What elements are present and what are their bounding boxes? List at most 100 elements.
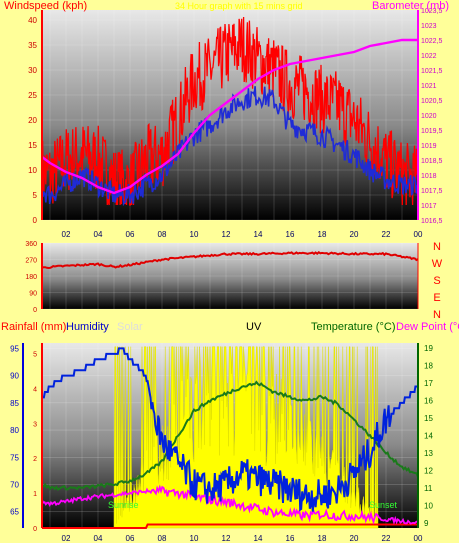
barometer-y-tick: 1019,5: [421, 128, 443, 135]
series-direction: [41, 251, 419, 270]
temp-y-tick: 12: [424, 466, 433, 475]
series-humidity: [42, 347, 418, 512]
wind-y-tick: 35: [28, 41, 37, 50]
wind-y-tick: 40: [28, 16, 37, 25]
dir-y-tick: 270: [25, 258, 37, 265]
temp-y-tick: 19: [424, 344, 433, 353]
temp-x-tick: 04: [94, 534, 103, 543]
barometer-y-tick: 1017,5: [421, 188, 443, 195]
wind-x-tick: 12: [222, 230, 231, 239]
graph-subtitle: 34 Hour graph with 15 mins grid: [175, 1, 303, 11]
wind-axis-title: Windspeed (kph): [4, 0, 87, 12]
barometer-y-tick: 1021,5: [421, 68, 443, 75]
barometer-y-tick: 1016,5: [421, 218, 443, 225]
series-temperature: [41, 380, 419, 491]
temp-x-tick: 02: [62, 534, 71, 543]
compass-label: S: [433, 275, 440, 287]
dir-y-tick: 180: [25, 274, 37, 281]
dewpoint-axis-title: Dew Point (°C: [396, 321, 459, 333]
barometer-y-tick: 1021: [421, 83, 437, 90]
wind-y-tick: 5: [33, 191, 38, 200]
rain-y-tick: 2: [33, 456, 37, 463]
barometer-y-tick: 1018: [421, 173, 437, 180]
series-layer: [41, 16, 419, 529]
wind-x-tick: 22: [382, 230, 391, 239]
temp-y-tick: 18: [424, 362, 433, 371]
temp-y-tick: 9: [424, 519, 429, 528]
temp-y-tick: 16: [424, 397, 433, 406]
series-barometer: [41, 38, 418, 195]
series-rainfall: [42, 523, 418, 529]
wind-x-tick: 14: [254, 230, 263, 239]
wind-y-tick: 30: [28, 66, 37, 75]
wind-y-tick: 20: [28, 116, 37, 125]
wind-x-tick: 10: [190, 230, 199, 239]
barometer-y-tick: 1022,5: [421, 38, 443, 45]
wind-y-tick: 0: [33, 216, 38, 225]
temp-y-tick: 14: [424, 432, 433, 441]
temp-x-tick: 10: [190, 534, 199, 543]
compass-label: N: [433, 241, 441, 253]
wind-x-tick: 06: [126, 230, 135, 239]
temp-x-tick: 22: [382, 534, 391, 543]
temp-x-tick: 00: [414, 534, 423, 543]
humidity-y-tick: 90: [10, 372, 19, 381]
barometer-y-tick: 1019: [421, 143, 437, 150]
barometer-y-tick: 1018,5: [421, 158, 443, 165]
barometer-y-tick: 1023,5: [421, 8, 443, 15]
rain-y-tick: 5: [33, 351, 37, 358]
wind-x-tick: 04: [94, 230, 103, 239]
sunrise-label: Sunrise: [108, 500, 139, 510]
temp-x-tick: 08: [158, 534, 167, 543]
temp-x-tick: 12: [222, 534, 231, 543]
rain-y-tick: 1: [33, 491, 37, 498]
temp-x-tick: 14: [254, 534, 263, 543]
wind-x-tick: 16: [286, 230, 295, 239]
barometer-axis-title: Barometer (mb): [372, 0, 449, 12]
rain-y-tick: 0: [33, 526, 37, 533]
dir-y-tick: 0: [33, 307, 37, 314]
temp-y-tick: 13: [424, 449, 433, 458]
rain-y-tick: 4: [33, 386, 37, 393]
wind-y-tick: 10: [28, 166, 37, 175]
temp-x-tick: 18: [318, 534, 327, 543]
temperature-axis-title: Temperature (°C): [311, 321, 395, 333]
temp-x-tick: 20: [350, 534, 359, 543]
series-dewpoint: [41, 484, 418, 525]
rain-y-tick: 3: [33, 421, 37, 428]
humidity-y-tick: 80: [10, 426, 19, 435]
humidity-y-tick: 95: [10, 344, 19, 353]
compass-label: W: [432, 258, 443, 270]
temp-x-tick: 16: [286, 534, 295, 543]
uv-axis-title: UV: [246, 321, 262, 333]
barometer-y-tick: 1020,5: [421, 98, 443, 105]
wind-x-tick: 02: [62, 230, 71, 239]
wind-x-tick: 08: [158, 230, 167, 239]
temp-y-tick: 15: [424, 414, 433, 423]
temp-y-tick: 10: [424, 501, 433, 510]
temp-y-tick: 17: [424, 379, 433, 388]
barometer-y-tick: 1023: [421, 23, 437, 30]
rainfall-axis-title: Rainfall (mm): [1, 321, 66, 333]
series-solar: [113, 346, 379, 529]
humidity-axis-title: Humidity: [66, 321, 109, 333]
barometer-y-tick: 1022: [421, 53, 437, 60]
dir-y-tick: 90: [29, 291, 37, 298]
humidity-y-tick: 70: [10, 480, 19, 489]
compass-label: N: [433, 309, 441, 321]
humidity-y-tick: 75: [10, 453, 19, 462]
barometer-y-tick: 1020: [421, 113, 437, 120]
barometer-y-tick: 1017: [421, 203, 437, 210]
axes-layer: 05101520253035401016,510171017,510181018…: [10, 8, 443, 543]
solar-axis-title: Solar: [117, 321, 143, 333]
compass-label: E: [433, 292, 440, 304]
wind-y-tick: 25: [28, 91, 37, 100]
dir-y-tick: 360: [25, 241, 37, 248]
humidity-y-tick: 65: [10, 508, 19, 517]
wind-x-tick: 18: [318, 230, 327, 239]
wind-y-tick: 15: [28, 141, 37, 150]
temp-x-tick: 06: [126, 534, 135, 543]
humidity-y-tick: 85: [10, 399, 19, 408]
